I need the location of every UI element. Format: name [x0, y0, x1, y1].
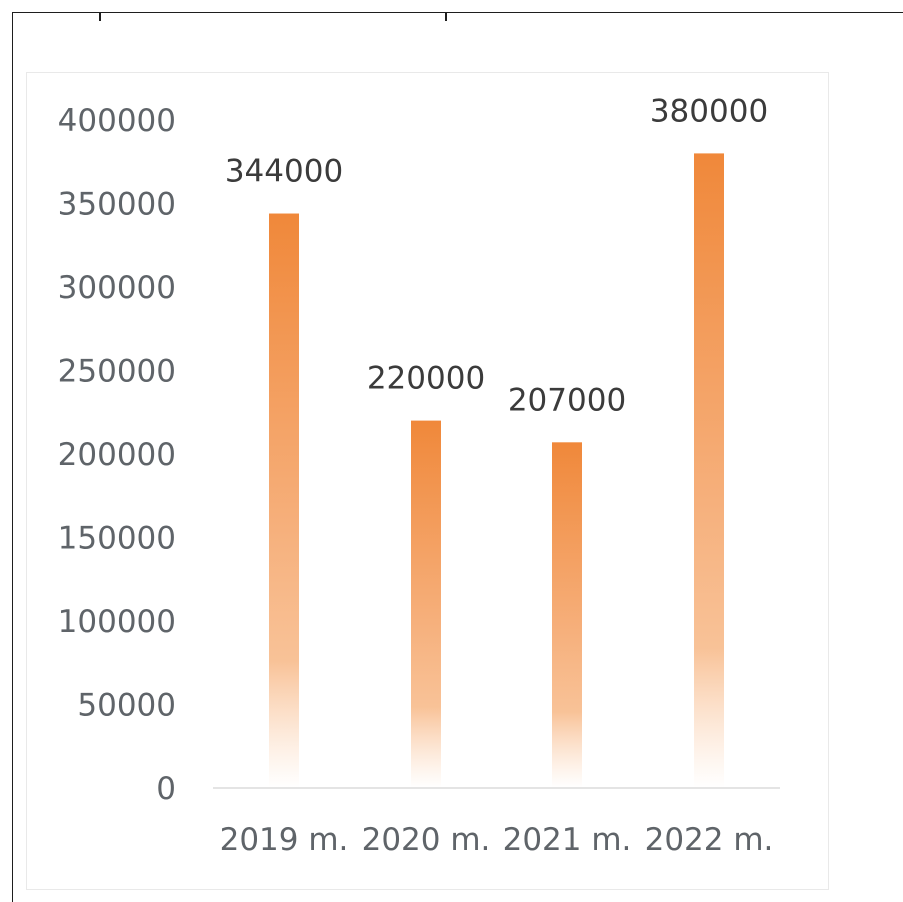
x-tick-label: 2022 m.	[645, 822, 774, 858]
y-tick-label: 200000	[58, 437, 176, 473]
y-tick-label: 0	[156, 771, 176, 807]
data-labels-group: 344000 220000 207000 380000	[225, 93, 768, 418]
x-tick-label: 2021 m.	[503, 822, 632, 858]
bar	[411, 420, 441, 788]
bar	[694, 153, 724, 788]
frame-tick-right	[445, 13, 447, 21]
y-tick-label: 300000	[58, 270, 176, 306]
data-label: 344000	[225, 154, 343, 190]
x-axis: 2019 m. 2020 m. 2021 m. 2022 m.	[220, 822, 774, 858]
y-tick-label: 100000	[58, 604, 176, 640]
x-tick-label: 2020 m.	[362, 822, 491, 858]
data-label: 220000	[367, 361, 485, 397]
y-tick-label: 250000	[58, 354, 176, 390]
frame-tick-left	[99, 13, 101, 21]
outer-frame	[12, 12, 903, 902]
y-tick-label: 400000	[58, 103, 176, 139]
data-label: 380000	[650, 93, 768, 129]
y-tick-label: 50000	[77, 688, 176, 724]
x-tick-label: 2019 m.	[220, 822, 349, 858]
y-tick-label: 150000	[58, 521, 176, 557]
data-label: 207000	[508, 382, 626, 418]
bars-group	[269, 153, 724, 788]
y-tick-label: 350000	[58, 187, 176, 223]
bar	[269, 213, 299, 788]
bar	[552, 442, 582, 788]
y-axis: 0 50000 100000 150000 200000 250000 300000 3500…	[58, 103, 176, 807]
